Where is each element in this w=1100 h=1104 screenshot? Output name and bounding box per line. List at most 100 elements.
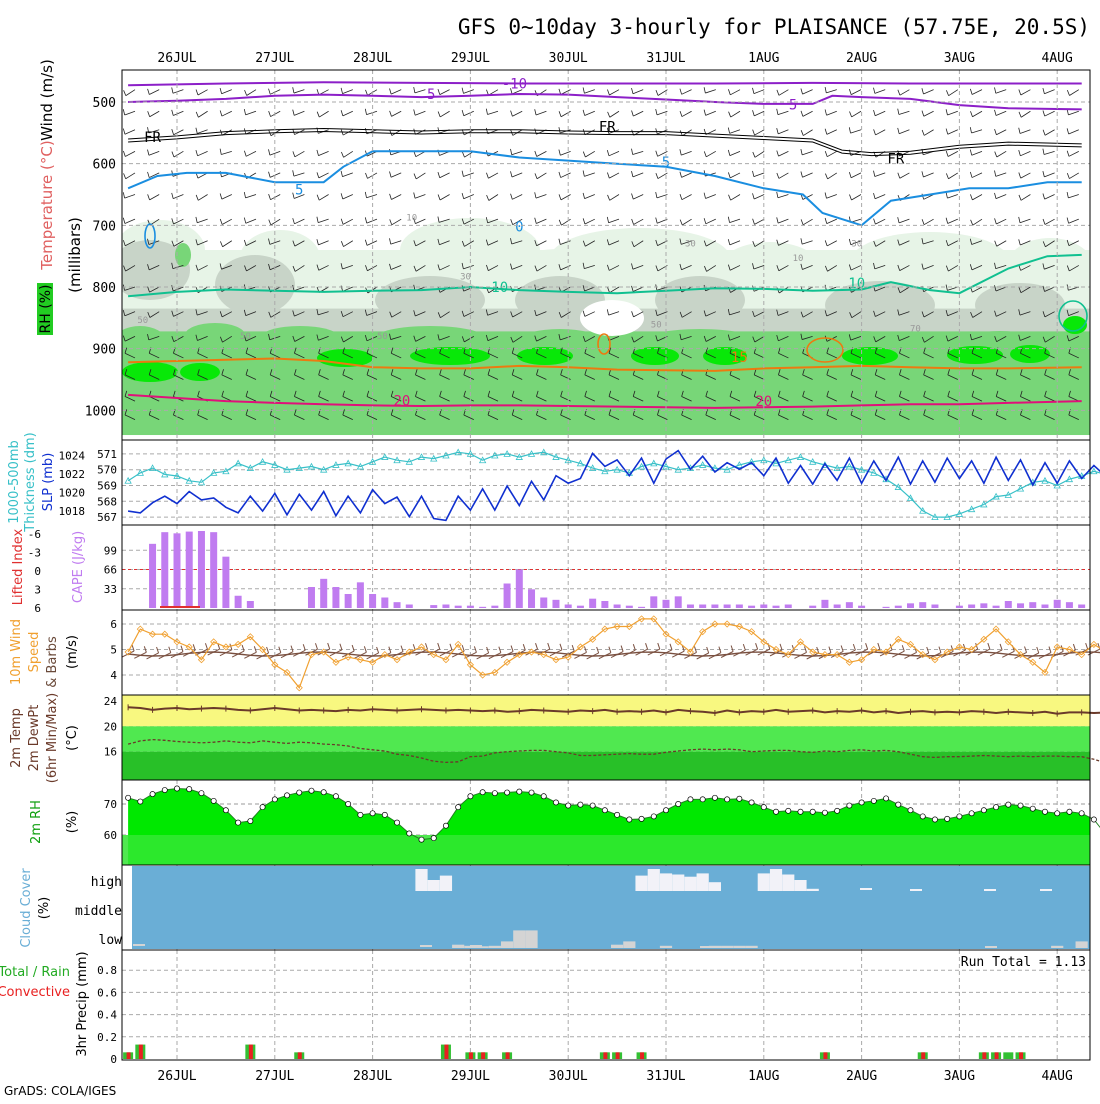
wind-barb — [753, 194, 765, 200]
wind10-barb-flag — [131, 644, 135, 652]
wind10-speed-point — [625, 622, 633, 631]
cape-bar — [833, 604, 841, 608]
wind-barb — [802, 414, 813, 420]
wind-barb-flag — [994, 151, 998, 158]
wind10-label-a: 10m Wind — [9, 619, 24, 685]
wind10-speed-point — [943, 648, 951, 656]
wind-barb — [898, 311, 910, 316]
wind-barb-flag — [608, 347, 612, 354]
wind-barb-flag — [631, 218, 634, 225]
wind-barb-flag — [994, 285, 997, 292]
rh2m-point — [797, 808, 804, 815]
wind-barb-flag — [171, 192, 174, 199]
wind-barb — [875, 218, 886, 225]
wind-barb-flag — [824, 109, 827, 116]
wind-barb-flag — [147, 149, 150, 156]
wind10-tick-label: 4 — [110, 669, 117, 682]
wind-barb — [536, 414, 547, 420]
wind-barb-flag — [292, 240, 296, 247]
cloud-low-bar — [525, 930, 538, 948]
wind-barb-flag — [244, 89, 248, 96]
wind-barb — [391, 352, 402, 359]
wind-barb-flag — [1042, 336, 1046, 343]
wind-barb — [826, 129, 837, 135]
cloud-low-bar — [420, 945, 432, 947]
wind-barb-flag — [558, 111, 562, 117]
wind-barb — [584, 89, 595, 94]
wind10-speed-point — [161, 630, 169, 638]
wind-barb-flag — [245, 369, 249, 375]
wind-barb-flag — [631, 263, 634, 270]
wind-barb-flag — [316, 111, 320, 118]
wind-barb — [148, 265, 160, 271]
wind-barb-flag — [971, 347, 975, 354]
thickness-point — [320, 465, 328, 473]
wind-barb — [560, 396, 571, 402]
thickness-point — [515, 453, 523, 460]
contour-10-teal — [128, 253, 1082, 298]
wind-barb — [390, 265, 402, 270]
wind-barb — [778, 150, 789, 157]
wind-barb-flag — [923, 409, 926, 416]
wind-barb — [923, 311, 934, 318]
cloud-low-bar — [700, 946, 712, 948]
wind-barb-flag — [195, 239, 198, 246]
wind-barb-flag — [1042, 110, 1046, 117]
wind-barb-flag — [800, 263, 803, 270]
wind-barb — [391, 311, 402, 318]
cloud-high-bar — [415, 869, 428, 891]
rh2m-line — [127, 787, 1100, 841]
cloud-high-bar — [427, 880, 440, 891]
wind-barb — [560, 374, 571, 380]
cloud-low-bar — [659, 945, 673, 948]
wind-barb-flag — [269, 369, 273, 375]
precip-convective-bar — [823, 1052, 828, 1059]
wind-barb-flag — [608, 390, 612, 397]
thickness-point — [246, 464, 255, 472]
wind-barb-flag — [631, 311, 634, 317]
wind-barb-flag — [657, 409, 660, 416]
wind10-speed-point — [454, 640, 462, 648]
wind-barb — [318, 352, 329, 359]
wind10-speed-point — [699, 628, 707, 636]
wind-barb-flag — [753, 390, 757, 397]
wind10-barb-flag — [755, 643, 759, 650]
wind-barb — [947, 414, 958, 420]
wind-barb — [923, 396, 934, 402]
rh2m-point — [443, 822, 449, 829]
wind10-speed-point — [858, 656, 866, 664]
thickness-tick-label: 570 — [97, 464, 117, 477]
wind10-speed-point — [234, 640, 242, 648]
wind-barb — [850, 396, 862, 402]
wind-barb — [850, 240, 862, 246]
wind-barb-flag — [558, 238, 561, 245]
dewpoint-2m-line — [127, 738, 1100, 764]
cloud-low-bar — [733, 945, 746, 948]
wind-barb-flag — [655, 239, 658, 246]
wind10-speed-point — [748, 628, 756, 636]
wind-barb — [899, 240, 910, 246]
wind10-barb-flag — [1024, 646, 1027, 653]
wind-barb — [294, 396, 305, 402]
pressure-tick-label: 700 — [93, 219, 116, 234]
wind-barb-flag — [461, 193, 465, 199]
contour-10-teal-closed — [1058, 300, 1088, 332]
rh-bright-patch — [631, 347, 679, 365]
wind-barb-flag — [776, 108, 779, 115]
cloud-low-bar — [611, 944, 624, 948]
wind10-barb-flag — [425, 643, 428, 650]
wind-barb — [317, 311, 329, 316]
wind-barb — [366, 311, 378, 316]
wind-barb — [778, 414, 789, 420]
wind-barb-flag — [850, 390, 854, 397]
rh2m-point — [614, 811, 621, 818]
wind-barb-flag — [655, 265, 659, 272]
wind10-barb-flag — [278, 646, 282, 653]
wind-barb — [415, 414, 426, 420]
upper-axis-label-rh: RH (%) — [38, 285, 54, 334]
wind-barb-flag — [679, 110, 683, 117]
wind-barb — [753, 265, 765, 270]
wind-barb — [124, 194, 136, 199]
wind-barb — [971, 150, 983, 156]
wind-barb-flag — [897, 217, 900, 224]
